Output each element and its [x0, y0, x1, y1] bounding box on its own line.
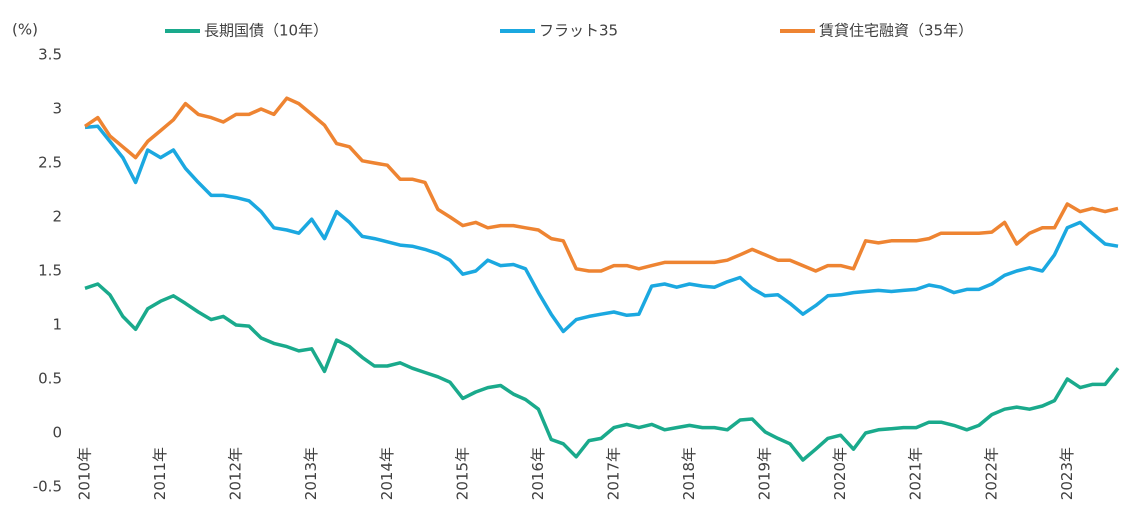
legend-label: 長期国債（10年） [204, 22, 328, 40]
y-tick-label: 2.5 [38, 154, 62, 172]
x-tick-label: 2017年 [604, 447, 622, 500]
y-tick-label: -0.5 [33, 478, 62, 496]
x-tick-label: 2022年 [982, 447, 1000, 500]
y-tick-label: 1.5 [38, 262, 62, 280]
y-tick-label: 3 [52, 100, 62, 118]
x-tick-label: 2019年 [756, 447, 774, 500]
y-tick-label: 2 [52, 208, 62, 226]
y-tick-label: 0.5 [38, 370, 62, 388]
x-tick-label: 2016年 [529, 447, 547, 500]
x-tick-label: 2011年 [151, 447, 169, 500]
y-tick-label: 1 [52, 316, 62, 334]
legend-label: フラット35 [539, 22, 618, 40]
x-tick-label: 2020年 [831, 447, 849, 500]
series-line [84, 282, 1120, 462]
x-tick-label: 2018年 [680, 447, 698, 500]
x-tick-label: 2010年 [76, 447, 94, 500]
x-tick-label: 2015年 [453, 447, 471, 500]
series-line [84, 96, 1119, 273]
x-tick-label: 2014年 [378, 447, 396, 500]
x-tick-label: 2023年 [1058, 447, 1076, 500]
y-tick-label: 3.5 [38, 46, 62, 64]
legend-label: 賃貸住宅融資（35年） [819, 22, 973, 40]
x-tick-label: 2012年 [227, 447, 245, 500]
y-tick-label: 0 [52, 424, 62, 442]
x-tick-label: 2013年 [302, 447, 320, 500]
x-tick-label: 2021年 [907, 447, 925, 500]
y-axis-label: (%) [12, 21, 38, 39]
series-line [84, 124, 1119, 334]
